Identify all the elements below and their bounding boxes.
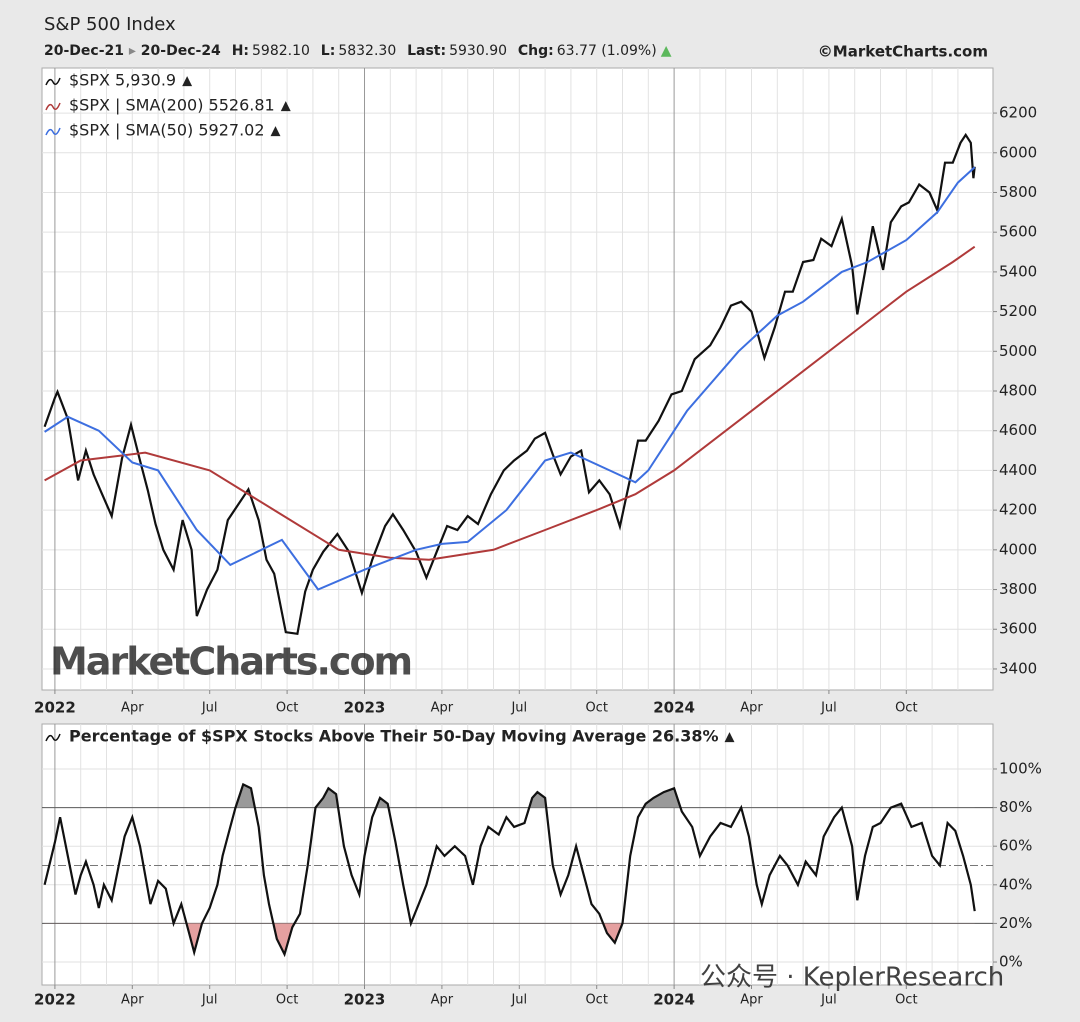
x-tick-label: Jul xyxy=(201,701,218,716)
stat-label: Last: xyxy=(407,43,446,59)
stat-value: 5982.10 xyxy=(252,43,310,59)
stat-value: 5930.90 xyxy=(449,43,507,59)
y-tick-label: 4600 xyxy=(999,421,1037,439)
plot-area xyxy=(41,723,994,986)
stat-label: L: xyxy=(321,43,336,59)
y-tick-label: 0% xyxy=(999,953,1023,971)
up-icon: ▲ xyxy=(281,99,291,114)
date-end: 20-Dec-24 xyxy=(141,43,221,59)
x-tick-label: Apr xyxy=(740,993,763,1008)
source: ©MarketCharts.com xyxy=(818,43,988,61)
y-tick-label: 100% xyxy=(999,759,1042,777)
up-icon: ▲ xyxy=(271,124,281,139)
x-tick-label: Apr xyxy=(431,701,454,716)
x-tick-label: Jul xyxy=(201,993,218,1008)
up-icon: ▲ xyxy=(182,74,192,89)
y-tick-label: 4800 xyxy=(999,382,1037,400)
arrow: ▸ xyxy=(124,43,141,59)
x-tick-label: Oct xyxy=(895,993,917,1008)
legend-label: $SPX 5,930.9 xyxy=(69,71,176,90)
y-tick-label: 60% xyxy=(999,837,1032,855)
x-tick-label: Jul xyxy=(510,701,527,716)
x-tick-label: 2023 xyxy=(344,699,386,717)
x-tick-label: 2022 xyxy=(34,991,76,1009)
x-tick-label: Jul xyxy=(820,993,837,1008)
x-tick-label: 2024 xyxy=(653,991,695,1009)
x-tick-label: Apr xyxy=(431,993,454,1008)
x-tick-label: Oct xyxy=(585,701,607,716)
y-tick-label: 3600 xyxy=(999,620,1037,638)
series-line xyxy=(43,132,976,636)
subtitle: 20-Dec-21 ▸ 20-Dec-24 H: 5982.10 L: 5832.3… xyxy=(44,43,672,59)
legend-icon xyxy=(45,77,61,86)
x-tick-label: Oct xyxy=(276,701,298,716)
y-tick-label: 4200 xyxy=(999,501,1037,519)
legend-label: $SPX | SMA(50) 5927.02 xyxy=(69,121,265,140)
x-tick-label: Apr xyxy=(740,701,763,716)
y-tick-label: 3800 xyxy=(999,580,1037,598)
y-tick-label: 20% xyxy=(999,914,1032,932)
stat-value: 63.77 (1.09%) xyxy=(557,43,657,59)
up-icon: ▲ xyxy=(661,43,672,59)
y-tick-label: 4000 xyxy=(999,540,1037,558)
x-tick-label: Oct xyxy=(895,701,917,716)
x-tick-label: 2022 xyxy=(34,699,76,717)
x-tick-label: 2023 xyxy=(344,991,386,1009)
x-tick-label: Jul xyxy=(820,701,837,716)
stat-label: H: xyxy=(232,43,249,59)
overlay-text: 公众号 · KeplerResearch xyxy=(700,963,1004,993)
y-tick-label: 5600 xyxy=(999,223,1037,241)
legend-icon xyxy=(45,127,61,136)
up-icon: ▲ xyxy=(725,730,735,745)
x-tick-label: Jul xyxy=(510,993,527,1008)
y-tick-label: 5200 xyxy=(999,302,1037,320)
oversold-area xyxy=(44,923,975,955)
date-start: 20-Dec-21 xyxy=(44,43,124,59)
legend-icon xyxy=(45,102,61,111)
y-tick-label: 40% xyxy=(999,875,1032,893)
y-tick-label: 4400 xyxy=(999,461,1037,479)
x-tick-label: Oct xyxy=(585,993,607,1008)
legend-label: $SPX | SMA(200) 5526.81 xyxy=(69,96,275,115)
y-tick-label: 5400 xyxy=(999,262,1037,280)
y-tick-label: 80% xyxy=(999,798,1032,816)
series-line xyxy=(43,782,976,958)
series-line xyxy=(44,245,976,561)
chart-title: S&P 500 Index xyxy=(44,14,176,35)
x-tick-label: Apr xyxy=(121,993,144,1008)
legend-icon xyxy=(45,733,61,742)
stat-label: Chg: xyxy=(518,43,554,59)
y-tick-label: 6000 xyxy=(999,143,1037,161)
y-tick-label: 5000 xyxy=(999,342,1037,360)
series-line xyxy=(44,166,976,591)
legend-label: Percentage of $SPX Stocks Above Their 50… xyxy=(69,727,719,746)
watermark: MarketCharts.com xyxy=(50,640,411,684)
stat-value: 5832.30 xyxy=(338,43,396,59)
y-tick-label: 6200 xyxy=(999,104,1037,122)
y-tick-label: 3400 xyxy=(999,659,1037,677)
x-tick-label: Oct xyxy=(276,993,298,1008)
y-tick-label: 5800 xyxy=(999,183,1037,201)
x-tick-label: Apr xyxy=(121,701,144,716)
x-tick-label: 2024 xyxy=(653,699,695,717)
plot-area xyxy=(41,67,994,691)
